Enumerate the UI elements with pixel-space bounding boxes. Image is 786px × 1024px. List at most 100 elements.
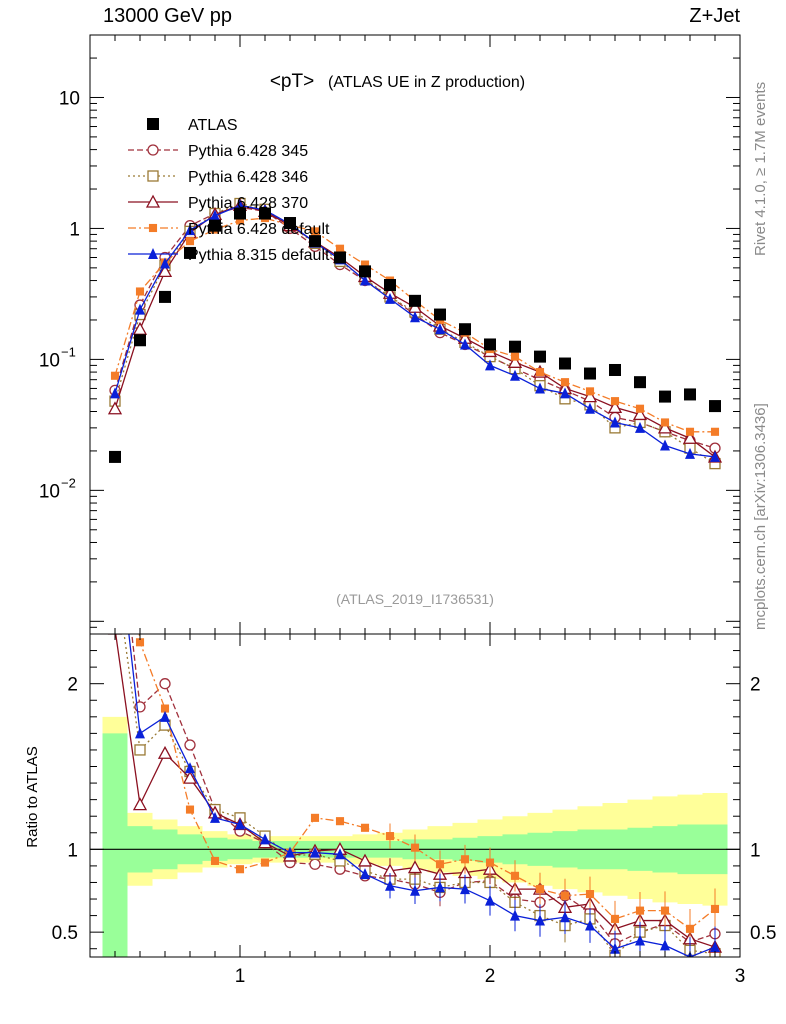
data-point xyxy=(434,308,446,321)
y-tick-label: 1 xyxy=(69,219,80,240)
legend-label: Pythia 6.428 345 xyxy=(188,143,308,160)
series-point xyxy=(682,430,698,444)
ratio-y-tick-label-right: 1 xyxy=(750,840,761,861)
analysis-watermark: (ATLAS_2019_I1736531) xyxy=(336,591,494,607)
legend-label: Pythia 8.315 default xyxy=(188,247,330,264)
ratio-point xyxy=(184,739,196,751)
ratio-point xyxy=(685,924,695,933)
series-point xyxy=(710,450,720,462)
legend-item: Pythia 6.428 346 xyxy=(128,169,308,186)
ratio-point xyxy=(560,891,570,900)
ratio-point xyxy=(485,858,495,867)
series-point xyxy=(582,389,598,403)
series-pythia-6-428-370 xyxy=(107,198,723,463)
ratio-point xyxy=(635,934,645,946)
data-point xyxy=(234,207,246,220)
data-point xyxy=(584,367,596,380)
ratio-point xyxy=(260,833,270,845)
series-point xyxy=(110,387,120,399)
series-point xyxy=(385,292,395,304)
series-pythia-6-428-345 xyxy=(109,201,721,454)
y-tick-label: 10 xyxy=(39,350,60,371)
series-point xyxy=(132,321,148,335)
y-tick-exponent: −1 xyxy=(61,344,76,359)
series-point xyxy=(510,352,520,361)
data-point xyxy=(459,323,471,336)
data-point xyxy=(534,350,546,363)
ratio-point xyxy=(111,332,119,340)
ratio-y-tick-label-right: 0.5 xyxy=(750,923,776,944)
data-point xyxy=(634,376,646,389)
series-point xyxy=(160,257,170,269)
legend-label: Pythia 6.428 346 xyxy=(188,169,308,186)
ratio-point xyxy=(135,727,145,739)
data-point xyxy=(409,294,421,307)
ratio-point xyxy=(485,894,495,906)
series-point xyxy=(185,224,195,236)
ratio-point xyxy=(157,745,173,759)
series-point xyxy=(210,209,220,221)
ratio-point xyxy=(585,919,595,931)
ratio-point xyxy=(360,868,370,880)
ratio-point xyxy=(535,914,545,926)
ratio-point xyxy=(210,856,220,865)
ratio-point xyxy=(510,871,520,880)
y-tick-label: 10 xyxy=(59,88,80,109)
series-point xyxy=(185,237,195,246)
legend-marker xyxy=(147,118,159,130)
ratio-point xyxy=(385,832,395,841)
data-point xyxy=(309,235,321,248)
x-tick-label: 2 xyxy=(485,966,496,987)
ratio-point xyxy=(407,860,423,874)
series-point xyxy=(632,407,648,421)
series-point xyxy=(135,287,145,296)
ratio-point xyxy=(335,848,345,860)
series-line xyxy=(114,206,716,449)
data-point xyxy=(259,207,271,220)
ratio-series-pythia-6-428-346 xyxy=(110,563,721,957)
ratio-point xyxy=(610,942,620,954)
series-point xyxy=(310,227,320,236)
ratio-point xyxy=(260,858,270,867)
series-atlas-data xyxy=(109,207,721,463)
series-point xyxy=(107,401,123,415)
ratio-point xyxy=(460,855,470,864)
ratio-point xyxy=(610,914,620,923)
chart-title-main: <pT> xyxy=(270,71,314,92)
ratio-point xyxy=(132,797,148,811)
series-point xyxy=(435,323,445,335)
series-point xyxy=(410,311,420,323)
ratio-point xyxy=(460,883,470,895)
ratio-point xyxy=(210,811,220,823)
series-point xyxy=(360,260,370,269)
chart-title-sub: (ATLAS UE in Z production) xyxy=(328,74,525,91)
series-point xyxy=(560,378,570,387)
x-tick-label: 1 xyxy=(235,966,246,987)
legend-item: ATLAS xyxy=(147,117,238,134)
ratio-point xyxy=(335,817,345,826)
data-point xyxy=(359,265,371,278)
legend-item: Pythia 6.428 default xyxy=(128,221,330,238)
ratio-point xyxy=(285,846,295,858)
header-left-label: 13000 GeV pp xyxy=(103,5,232,27)
ratio-point xyxy=(110,504,120,515)
ratio-point xyxy=(435,881,445,893)
series-pythia-6-428-346 xyxy=(109,197,721,470)
ratio-point xyxy=(560,911,570,923)
series-point xyxy=(460,338,470,350)
ratio-series-pythia-8-315-default xyxy=(110,504,720,957)
ratio-point xyxy=(110,563,120,573)
legend-marker xyxy=(147,144,159,156)
data-point xyxy=(209,219,221,232)
data-point xyxy=(334,251,346,264)
legend-marker xyxy=(145,194,161,208)
ratio-point xyxy=(134,744,146,756)
ratio-point xyxy=(235,865,245,874)
series-point xyxy=(635,421,645,433)
ratio-point xyxy=(160,710,170,722)
ratio-point xyxy=(185,805,195,814)
data-point xyxy=(684,388,696,401)
ratio-point xyxy=(635,906,645,915)
data-point xyxy=(284,217,296,230)
